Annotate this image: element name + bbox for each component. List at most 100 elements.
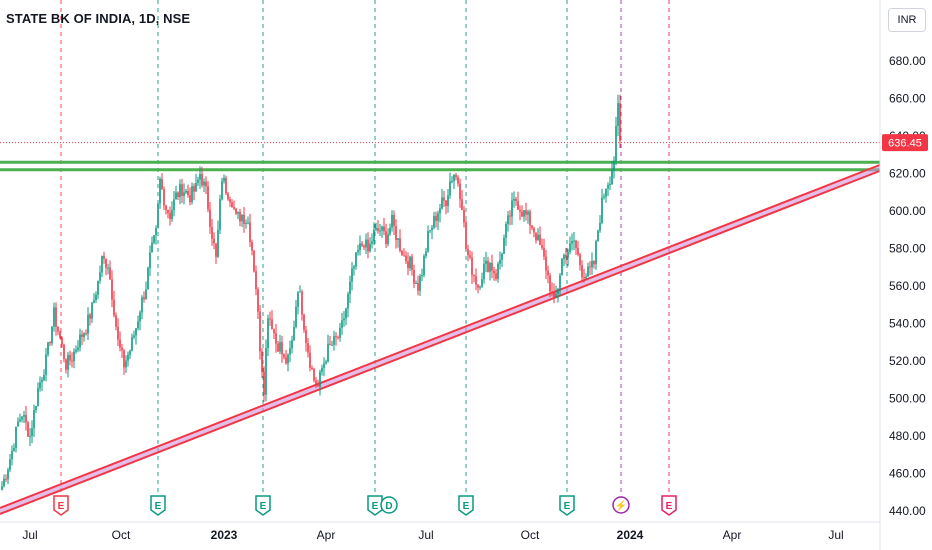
candle-body <box>545 256 547 271</box>
candle-body <box>505 223 507 238</box>
candle-body <box>317 385 319 387</box>
candle-body <box>51 326 53 344</box>
price-tick-label: 460.00 <box>889 467 926 481</box>
trendline-lower[interactable] <box>0 169 881 515</box>
candle-body <box>145 289 147 300</box>
candle-body <box>503 237 505 254</box>
earnings-marker-shape <box>458 495 474 516</box>
candle-body <box>11 450 13 460</box>
price-tick-label: 660.00 <box>889 92 926 106</box>
candle-body <box>29 436 31 438</box>
earnings-marker[interactable]: E <box>367 495 383 516</box>
candle-body <box>87 314 89 334</box>
candle-body <box>451 180 453 182</box>
candle-body <box>193 186 195 192</box>
candle-body <box>67 354 69 370</box>
candle-body <box>551 291 553 293</box>
symbol-title[interactable]: STATE BK OF INDIA, 1D, NSE <box>6 11 191 26</box>
candle-body <box>235 208 237 214</box>
earnings-marker[interactable]: E <box>53 495 69 516</box>
candle-body <box>175 192 177 200</box>
candle-body <box>333 336 335 345</box>
candle-body <box>89 314 91 319</box>
candle-body <box>407 261 409 269</box>
candle-body <box>433 216 435 228</box>
candle-body <box>259 311 261 352</box>
price-axis[interactable]: 680.00660.00640.00620.00600.00580.00560.… <box>879 0 926 550</box>
earnings-marker-label: E <box>372 501 379 512</box>
time-axis[interactable]: Jul Oct 2023 Apr Jul Oct 2024 Apr Jul <box>0 521 880 542</box>
earnings-marker-shape <box>559 495 575 516</box>
candle-body <box>309 352 311 369</box>
ascending-trendline[interactable] <box>0 163 881 515</box>
earnings-marker-label: E <box>666 501 673 512</box>
candle-body <box>363 245 365 248</box>
event-vertical-lines <box>60 0 670 495</box>
earnings-marker-label: E <box>58 501 65 512</box>
candle-body <box>153 235 155 243</box>
candle-body <box>345 308 347 319</box>
candle-body <box>515 198 517 202</box>
event-markers: E E E E D E E ⚡ E <box>53 495 677 516</box>
candle-body <box>213 238 215 244</box>
candle-body <box>399 238 401 251</box>
candle-body <box>215 243 217 257</box>
candle-body <box>289 348 291 355</box>
candle-body <box>287 354 289 364</box>
candle-body <box>471 257 473 276</box>
earnings-marker[interactable]: E <box>255 495 271 516</box>
candle-body <box>17 421 19 427</box>
earnings-marker[interactable]: E <box>150 495 166 516</box>
candle-body <box>25 414 27 423</box>
time-tick-label: Apr <box>317 528 336 542</box>
candle-body <box>291 340 293 349</box>
split-marker[interactable]: ⚡ <box>612 496 630 514</box>
candle-body <box>393 214 395 227</box>
trendline-upper[interactable] <box>0 163 881 509</box>
candle-body <box>163 188 165 206</box>
candle-body <box>577 248 579 255</box>
candle-body <box>183 192 185 196</box>
candle-body <box>71 360 73 362</box>
candle-body <box>185 190 187 193</box>
time-tick-label: 2023 <box>211 528 238 542</box>
earnings-marker[interactable]: E <box>458 495 474 516</box>
candle-body <box>143 297 145 300</box>
candle-body <box>377 228 379 231</box>
candle-body <box>117 326 119 340</box>
candle-body <box>107 267 109 269</box>
candle-body <box>115 315 117 327</box>
candle-body <box>229 199 231 203</box>
candle-body <box>443 197 445 201</box>
candle-body <box>21 416 23 420</box>
candle-body <box>529 211 531 226</box>
candle-body <box>351 268 353 282</box>
candle-body <box>85 333 87 335</box>
candle-body <box>507 215 509 224</box>
candle-body <box>521 211 523 217</box>
candle-body <box>495 273 497 279</box>
candle-body <box>47 342 49 355</box>
candle-body <box>609 183 611 185</box>
currency-button[interactable]: INR <box>888 8 926 32</box>
candle-body <box>135 328 137 336</box>
horizontal-resistance-levels[interactable] <box>0 160 880 172</box>
candle-body <box>365 239 367 248</box>
time-tick-label: Oct <box>112 528 131 542</box>
candle-body <box>7 469 9 480</box>
candle-body <box>1 486 3 490</box>
candle-body <box>277 343 279 352</box>
earnings-marker[interactable]: E <box>661 495 677 516</box>
candle-body <box>79 334 81 348</box>
candle-body <box>483 263 485 280</box>
candle-body <box>387 234 389 244</box>
candle-body <box>251 241 253 251</box>
dividend-marker[interactable]: D <box>380 496 398 514</box>
candle-body <box>319 371 321 387</box>
earnings-marker[interactable]: E <box>559 495 575 516</box>
candle-body <box>477 284 479 288</box>
candle-body <box>511 200 513 217</box>
candle-body <box>139 312 141 322</box>
time-tick-label: 2024 <box>617 528 644 542</box>
